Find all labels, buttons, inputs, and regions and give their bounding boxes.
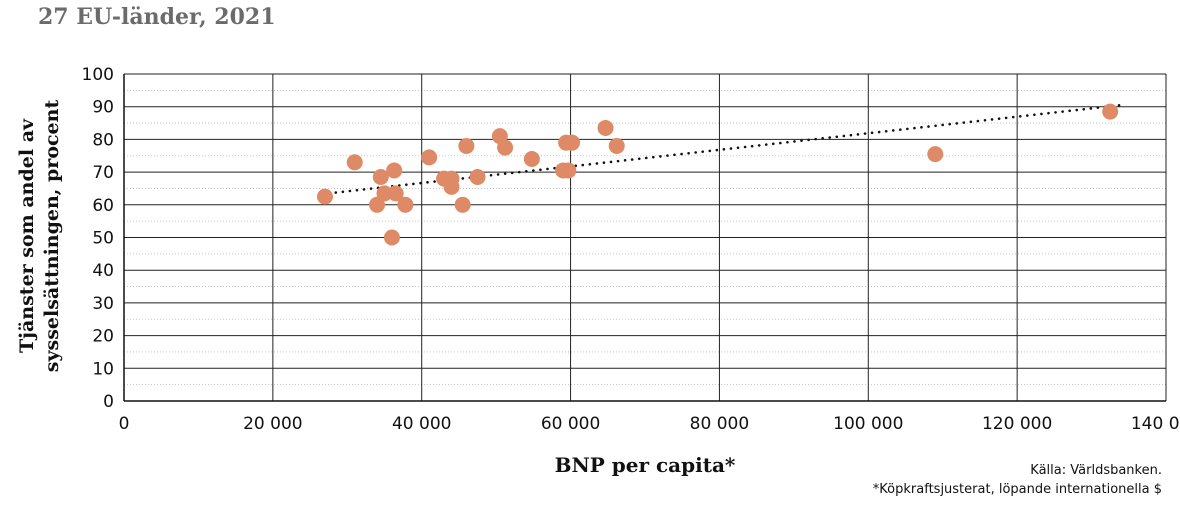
x-tick-label: 80 000 <box>690 414 749 434</box>
data-point <box>369 196 386 213</box>
x-tick-label: 0 <box>119 414 130 434</box>
trendline <box>327 103 1123 195</box>
y-tick-label: 90 <box>92 98 114 118</box>
data-point <box>387 185 404 202</box>
source-note: Källa: Världsbanken. <box>1030 463 1162 478</box>
data-point <box>560 162 577 179</box>
data-point <box>421 149 438 166</box>
data-point <box>383 229 400 246</box>
data-point <box>458 137 475 154</box>
x-tick-label: 140 000 <box>1131 414 1180 434</box>
y-tick-label: 80 <box>92 130 114 150</box>
data-point <box>608 137 625 154</box>
data-point <box>316 188 333 205</box>
y-tick-label: 10 <box>92 359 114 379</box>
y-tick-label: 20 <box>92 327 114 347</box>
data-point <box>497 139 514 156</box>
y-tick-label: 60 <box>92 196 114 216</box>
trendline-group <box>327 103 1123 195</box>
y-tick-label: 40 <box>92 261 114 281</box>
tick-labels: 0 10 20 30 40 50 60 70 80 90 100 0 20 000 40 000 60 00… <box>82 65 1180 434</box>
data-point <box>443 170 460 187</box>
y-axis-label-line-1: Tjänster som andel av <box>16 118 38 353</box>
data-point <box>523 151 540 168</box>
y-tick-label: 0 <box>103 392 114 412</box>
data-point <box>927 146 944 163</box>
y-tick-label: 50 <box>92 229 114 249</box>
data-point <box>469 169 486 186</box>
data-point <box>376 185 393 202</box>
chart-title: 27 EU-länder, 2021 <box>38 4 276 30</box>
y-tick-label: 70 <box>92 163 114 183</box>
data-point <box>1102 103 1119 120</box>
data-point <box>386 162 403 179</box>
y-tick-label: 100 <box>82 65 114 85</box>
x-tick-label: 40 000 <box>392 414 451 434</box>
x-axis-label: BNP per capita* <box>555 453 736 477</box>
data-point <box>397 196 414 213</box>
footnote: *Köpkraftsjusterat, löpande internatione… <box>873 482 1162 497</box>
axes <box>123 74 1166 402</box>
data-point <box>564 134 581 151</box>
points-group <box>316 103 1119 246</box>
data-point <box>372 169 389 186</box>
grid <box>123 73 1167 402</box>
x-tick-label: 100 000 <box>833 414 903 434</box>
data-point <box>597 119 614 136</box>
data-point <box>346 154 363 171</box>
y-axis-label-line-2: sysselsättningen, procent <box>41 100 63 373</box>
x-tick-label: 20 000 <box>243 414 302 434</box>
y-tick-label: 30 <box>92 294 114 314</box>
data-point <box>454 196 471 213</box>
x-tick-label: 60 000 <box>541 414 600 434</box>
x-tick-label: 120 000 <box>982 414 1052 434</box>
